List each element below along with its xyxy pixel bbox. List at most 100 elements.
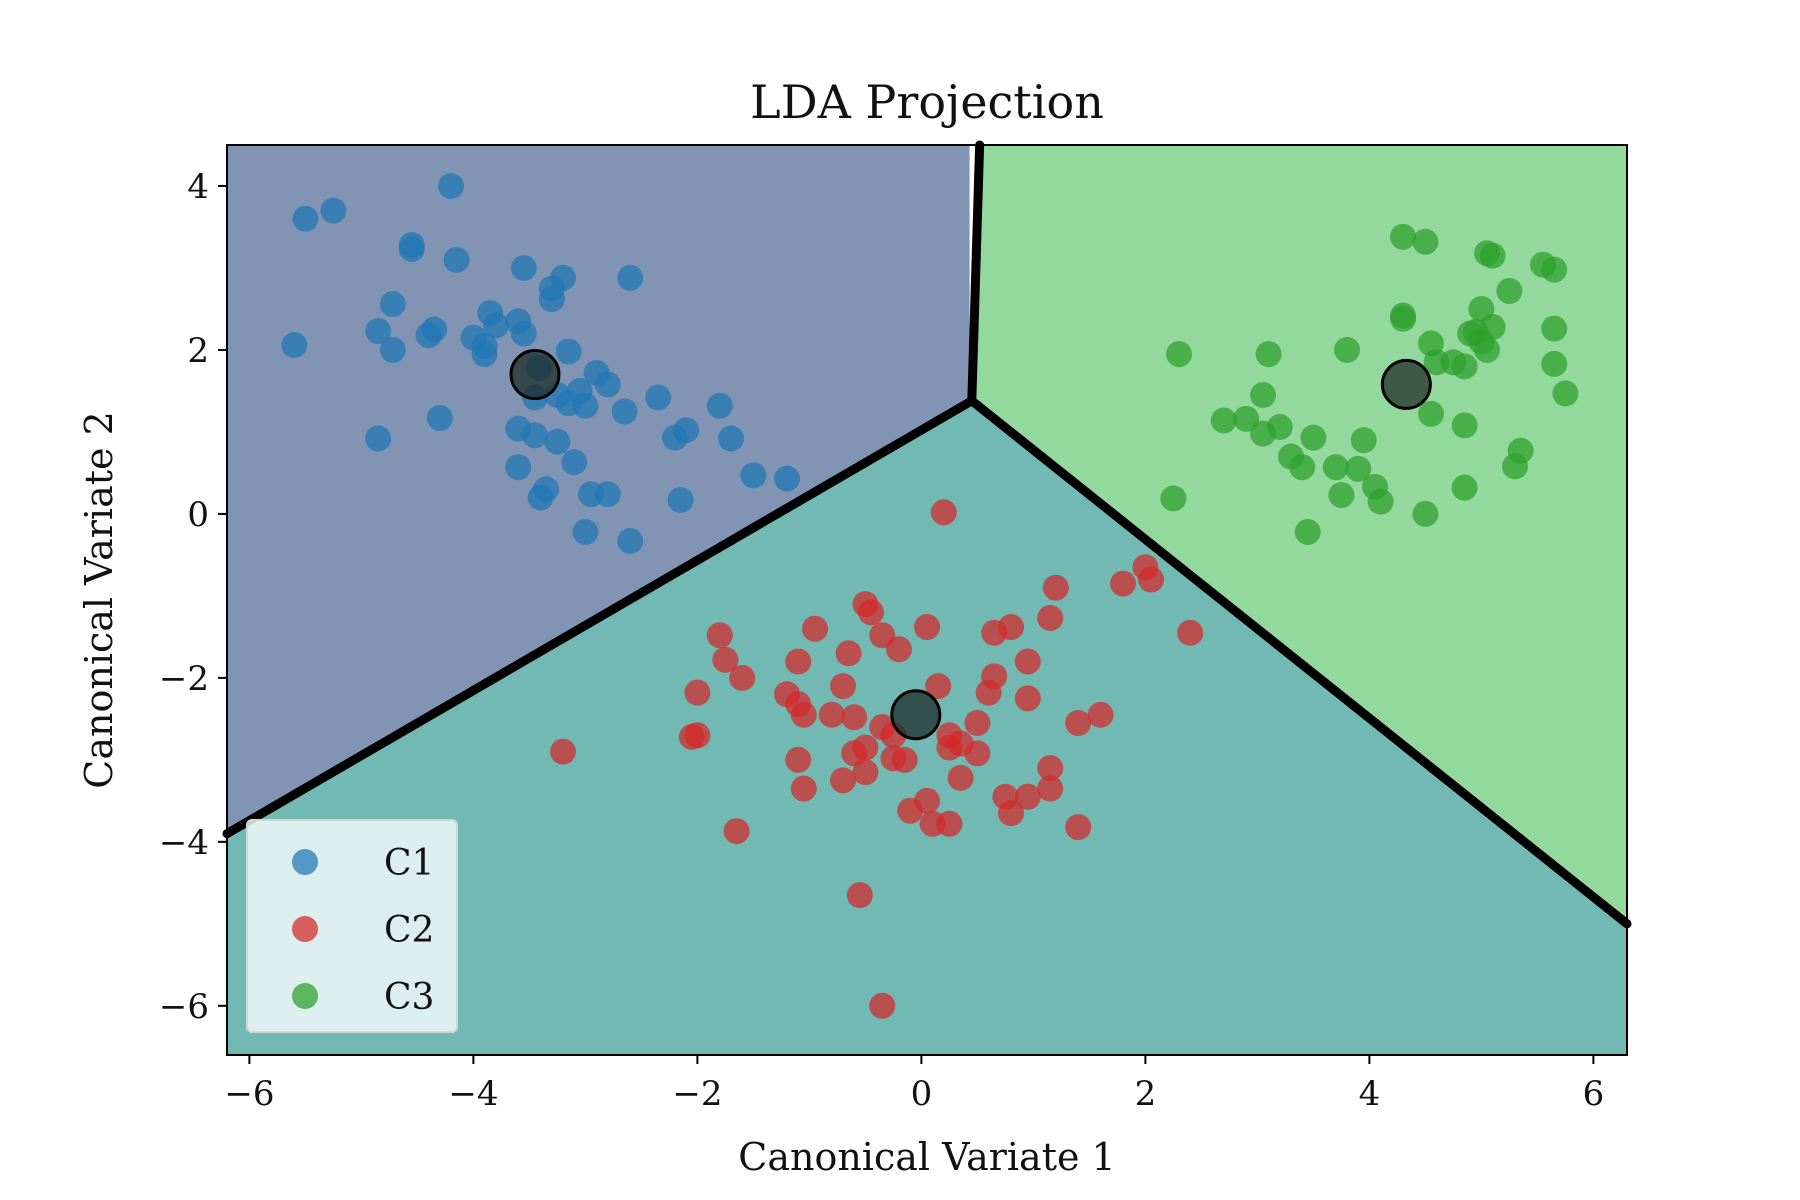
legend-marker-c1: [292, 849, 318, 875]
decision-boundary-3: [967, 396, 1632, 929]
legend-label-c2: C2: [384, 910, 434, 951]
centroid-c3: [1380, 358, 1432, 410]
plot-frame: [226, 144, 1628, 1056]
point-c3: [1233, 405, 1260, 432]
point-c1: [544, 428, 571, 455]
point-c1: [438, 172, 464, 199]
point-c1: [379, 336, 406, 363]
y-tick-label: −4: [159, 823, 209, 863]
point-c2: [897, 797, 924, 824]
point-c2: [785, 648, 812, 675]
point-c1: [443, 246, 470, 273]
point-c2: [830, 767, 856, 794]
point-c1: [505, 454, 532, 481]
point-c2: [1037, 755, 1064, 782]
point-c2: [678, 723, 705, 750]
point-c3: [1496, 277, 1523, 304]
point-c3: [1418, 400, 1444, 427]
point-c2: [1042, 574, 1069, 601]
point-c3: [1541, 315, 1568, 342]
point-c2: [964, 740, 991, 767]
point-c2: [841, 704, 868, 731]
point-c2: [1087, 701, 1114, 728]
point-c2: [1014, 648, 1041, 675]
point-c3: [1328, 482, 1355, 509]
point-c2: [1037, 775, 1064, 802]
point-c3: [1345, 455, 1372, 482]
x-tick-label: 0: [911, 1074, 933, 1114]
point-c2: [964, 709, 991, 736]
x-tick-label: −4: [448, 1074, 498, 1114]
point-c2: [830, 673, 856, 700]
point-c3: [1255, 341, 1282, 368]
point-c1: [320, 197, 347, 224]
point-c1: [561, 449, 588, 476]
point-c2: [981, 619, 1008, 646]
centroid-c1: [509, 349, 561, 401]
x-tick-label: 2: [1135, 1074, 1157, 1114]
point-c2: [858, 599, 884, 626]
point-c3: [1541, 350, 1568, 377]
point-c1: [398, 236, 425, 263]
point-c1: [471, 341, 498, 368]
point-c1: [645, 384, 672, 411]
point-c2: [846, 882, 873, 909]
x-axis-ticks: −6 −4 −2 0 2 4 6: [224, 1055, 1604, 1114]
point-c3: [1300, 424, 1327, 451]
point-c2: [936, 810, 963, 837]
point-c2: [930, 499, 957, 526]
point-c1: [510, 254, 537, 281]
point-c1: [379, 291, 406, 318]
legend-label-c3: C3: [384, 977, 434, 1018]
point-c2: [785, 746, 812, 773]
point-c2: [550, 738, 576, 765]
decision-boundaries: [222, 140, 1632, 929]
y-tick-label: −2: [159, 659, 209, 699]
y-axis-ticks: −6 −4 −2 0 2 4: [159, 167, 227, 1027]
y-tick-label: −6: [159, 987, 209, 1027]
point-c1: [706, 392, 733, 419]
legend: C1 C2 C3: [246, 819, 458, 1033]
point-c3: [1451, 353, 1478, 380]
point-c2: [790, 775, 817, 802]
point-c3: [1250, 420, 1276, 447]
point-c3: [1210, 407, 1237, 434]
point-c1: [426, 405, 453, 431]
point-c2: [1177, 619, 1204, 646]
point-c3: [1451, 412, 1478, 439]
x-tick-label: −6: [224, 1074, 274, 1114]
point-c2: [975, 679, 1002, 706]
y-tick-label: 4: [187, 167, 209, 207]
point-c2: [869, 992, 896, 1019]
point-c2: [841, 740, 868, 767]
point-c1: [617, 264, 644, 291]
point-c2: [1110, 570, 1136, 597]
point-c1: [774, 465, 800, 492]
point-c3: [1451, 474, 1478, 501]
point-c1: [482, 312, 509, 339]
point-c2: [947, 764, 974, 791]
x-tick-label: −2: [672, 1074, 722, 1114]
point-c1: [415, 322, 442, 349]
point-c1: [667, 486, 694, 513]
point-c1: [281, 332, 308, 359]
point-c1: [594, 481, 621, 508]
point-c3: [1412, 500, 1439, 527]
point-c2: [886, 636, 912, 663]
point-c1: [718, 425, 744, 452]
point-c2: [712, 646, 739, 673]
point-c2: [790, 701, 817, 728]
point-c3: [1552, 380, 1579, 407]
decision-boundary-1: [222, 396, 977, 839]
point-c2: [925, 673, 952, 700]
point-c2: [891, 746, 918, 773]
point-c3: [1502, 453, 1528, 480]
point-c2: [818, 701, 845, 728]
decision-boundary-2: [967, 140, 985, 406]
point-c2: [802, 615, 828, 642]
point-c1: [510, 320, 537, 347]
data-points: [281, 172, 1579, 1019]
point-c3: [1334, 336, 1360, 363]
point-c2: [1065, 814, 1092, 841]
